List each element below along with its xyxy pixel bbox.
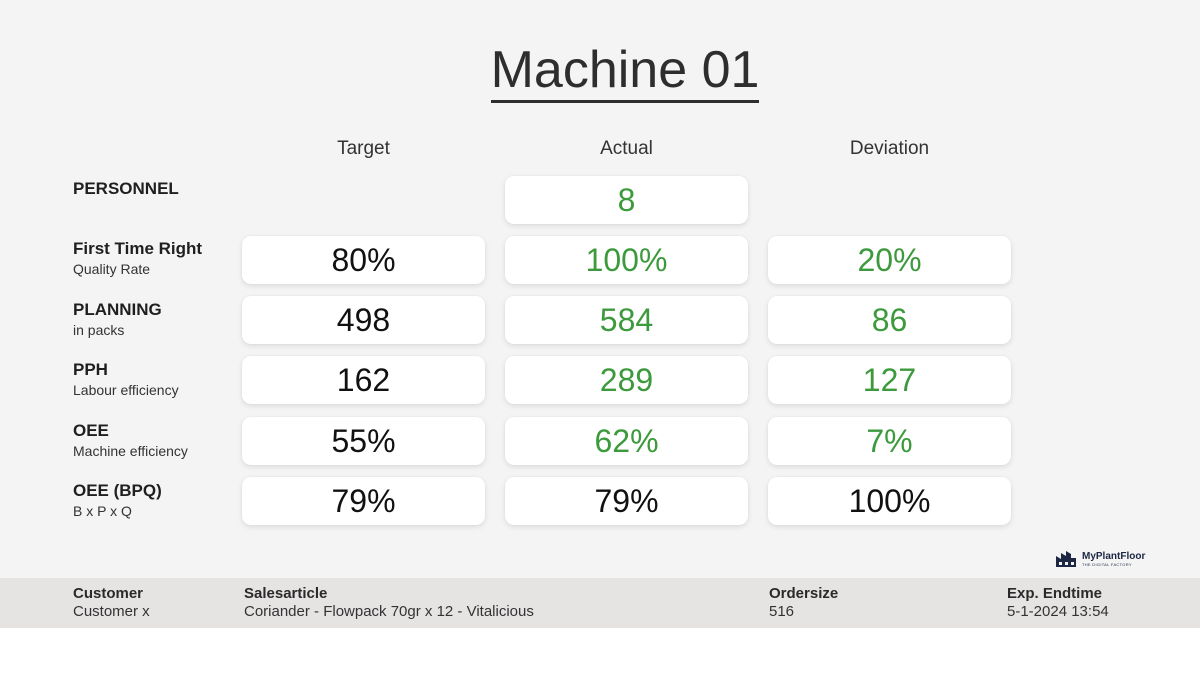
- column-header-actual: Actual: [600, 138, 653, 159]
- actual-cell-first-time-right: 100%: [505, 236, 748, 284]
- column-header-deviation: Deviation: [849, 138, 930, 159]
- row-label-main: First Time Right: [73, 239, 203, 258]
- myplantfloor-logo: MyPlantFloor THE DIGITAL FACTORY: [1055, 548, 1145, 570]
- row-label-sub: in packs: [73, 322, 125, 338]
- deviation-cell-pph: 127: [768, 356, 1011, 404]
- target-cell-first-time-right: 80%: [242, 236, 485, 284]
- row-label-main: PERSONNEL: [73, 179, 179, 198]
- row-label-planning: PLANNING in packs: [73, 299, 162, 340]
- deviation-cell-planning: 86: [768, 296, 1011, 344]
- footer-ordersize: Ordersize 516: [769, 585, 838, 621]
- deviation-cell-first-time-right: 20%: [768, 236, 1011, 284]
- page-title: Machine 01: [0, 38, 1200, 103]
- footer-customer: Customer Customer x: [73, 585, 150, 621]
- page-title-text: Machine 01: [490, 42, 760, 103]
- actual-cell-pph: 289: [505, 356, 748, 404]
- row-label-sub: B x P x Q: [73, 503, 132, 519]
- logo-tagline: THE DIGITAL FACTORY: [1082, 562, 1132, 567]
- deviation-cell-oee-bpq: 100%: [768, 477, 1011, 525]
- column-header-target: Target: [337, 138, 390, 159]
- endtime-value: 5-1-2024 13:54: [1007, 603, 1109, 620]
- customer-label: Customer: [73, 585, 144, 602]
- logo-brand-text: MyPlantFloor: [1082, 551, 1146, 562]
- row-label-pph: PPH Labour efficiency: [73, 359, 179, 400]
- row-label-oee-bpq: OEE (BPQ) B x P x Q: [73, 480, 162, 521]
- target-cell-planning: 498: [242, 296, 485, 344]
- actual-cell-personnel: 8: [505, 176, 748, 224]
- footer-salesarticle: Salesarticle Coriander - Flowpack 70gr x…: [244, 585, 534, 621]
- row-label-personnel: PERSONNEL: [73, 178, 179, 199]
- salesarticle-value: Coriander - Flowpack 70gr x 12 - Vitalic…: [244, 603, 534, 620]
- row-label-sub: Machine efficiency: [73, 443, 188, 459]
- customer-value: Customer x: [73, 603, 150, 620]
- row-label-main: PPH: [73, 360, 108, 379]
- row-label-main: OEE: [73, 421, 109, 440]
- row-label-sub: Quality Rate: [73, 261, 151, 277]
- target-cell-oee-bpq: 79%: [242, 477, 485, 525]
- actual-cell-oee-bpq: 79%: [505, 477, 748, 525]
- target-cell-pph: 162: [242, 356, 485, 404]
- ordersize-value: 516: [769, 603, 795, 620]
- salesarticle-label: Salesarticle: [244, 585, 328, 602]
- endtime-label: Exp. Endtime: [1007, 585, 1103, 602]
- factory-icon: [1056, 551, 1076, 567]
- deviation-cell-oee: 7%: [768, 417, 1011, 465]
- row-label-main: PLANNING: [73, 300, 162, 319]
- row-label-main: OEE (BPQ): [73, 481, 162, 500]
- row-label-first-time-right: First Time Right Quality Rate: [73, 238, 202, 279]
- footer-endtime: Exp. Endtime 5-1-2024 13:54: [1007, 585, 1109, 621]
- dashboard-panel: Machine 01 Target Actual Deviation PERSO…: [0, 0, 1200, 578]
- actual-cell-planning: 584: [505, 296, 748, 344]
- row-label-oee: OEE Machine efficiency: [73, 420, 188, 461]
- row-label-sub: Labour efficiency: [73, 382, 179, 398]
- actual-cell-oee: 62%: [505, 417, 748, 465]
- target-cell-oee: 55%: [242, 417, 485, 465]
- ordersize-label: Ordersize: [769, 585, 839, 602]
- order-info-footer: Customer Customer x Salesarticle Coriand…: [0, 578, 1200, 628]
